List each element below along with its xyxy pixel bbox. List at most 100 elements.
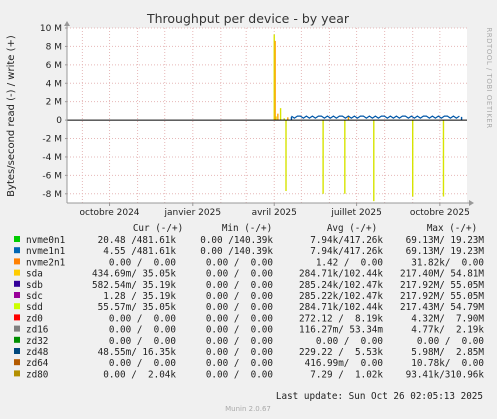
legend-name-nvme0n1: nvme0n1 (26, 235, 65, 246)
chart-title: Throughput per device - by year (146, 11, 350, 26)
legend-name-zd0: zd0 (26, 313, 43, 324)
series-sdb-line (291, 115, 460, 119)
legend-name-zd32: zd32 (26, 336, 48, 347)
y-tick-label: 0 (56, 116, 62, 126)
y-tick-label: -2 M (42, 135, 62, 145)
legend-name-zd64: zd64 (26, 358, 49, 369)
legend-cur-zd64: 0.00 / 0.00 (109, 358, 176, 369)
legend-max-zd48: 5.98M/ 2.85M (411, 347, 484, 358)
legend-max-nvme1n1: 69.13M/ 19.23M (406, 246, 485, 257)
legend-cur-sda: 434.69m/ 35.05k (92, 269, 176, 280)
y-tick-label: 6 M (46, 61, 62, 71)
y-tick-label: 8 M (46, 42, 62, 52)
munin-version: Munin 2.0.67 (225, 405, 271, 413)
legend-name-nvme1n1: nvme1n1 (26, 246, 65, 257)
legend-name-sdd: sdd (26, 302, 43, 313)
legend-avg-zd64: 416.99m/ 0.00 (305, 358, 383, 369)
legend-cur-zd80: 0.00 / 2.04k (103, 369, 176, 380)
legend-max-zd32: 0.00 / 0.00 (417, 336, 484, 347)
legend-avg-zd0: 272.12 / 8.19k (299, 313, 383, 324)
legend-max-nvme0n1: 69.13M/ 19.23M (406, 235, 485, 246)
legend-min-zd0: 0.00 / 0.00 (206, 313, 273, 324)
y-tick-label: 2 M (46, 98, 62, 108)
legend-swatch-zd80 (14, 370, 20, 377)
legend-avg-zd48: 229.22 / 5.53k (299, 347, 383, 358)
legend-avg-sdc: 285.22k/102.47k (299, 291, 383, 302)
legend-swatch-zd48 (14, 348, 20, 354)
legend-max-nvme2n1: 31.82k/ 0.00 (411, 257, 484, 268)
x-axis-arrow-icon (469, 200, 474, 206)
y-tick-label: -8 M (42, 190, 62, 200)
legend-min-sdd: 0.00 / 0.00 (206, 302, 273, 313)
legend-swatch-sdd (14, 303, 20, 310)
legend-min-nvme0n1: 0.00 /140.39k (200, 235, 273, 246)
legend-min-nvme2n1: 0.00 / 0.00 (206, 257, 273, 268)
legend-swatch-nvme2n1 (14, 258, 20, 265)
legend-header-cur: Cur (-/+) (133, 223, 183, 234)
legend-header-avg: Avg (-/+) (327, 223, 377, 234)
legend-swatch-nvme0n1 (14, 236, 20, 242)
legend-max-zd16: 4.77k/ 2.19k (411, 325, 484, 336)
legend-cur-zd32: 0.00 / 0.00 (109, 336, 176, 347)
legend-min-zd32: 0.00 / 0.00 (206, 336, 273, 347)
legend-name-sdc: sdc (26, 291, 43, 302)
legend-min-zd16: 0.00 / 0.00 (206, 325, 273, 336)
legend-avg-sdd: 284.71k/102.44k (299, 302, 383, 313)
y-axis-arrow-icon (64, 21, 70, 26)
legend-max-zd0: 4.32M/ 7.90M (411, 313, 484, 324)
legend-cur-sdb: 582.54m/ 35.19k (92, 280, 176, 291)
legend-max-zd64: 10.78k/ 0.00 (411, 358, 484, 369)
y-tick-label: 10 M (40, 24, 62, 34)
legend-min-sdc: 0.00 / 0.00 (206, 291, 273, 302)
legend-max-sdb: 217.92M/ 55.05M (400, 280, 484, 291)
y-tick-label: -4 M (42, 153, 62, 163)
legend-name-zd16: zd16 (26, 325, 48, 336)
legend-max-zd80: 93.41k/310.96k (406, 369, 485, 380)
legend-swatch-zd16 (14, 325, 20, 332)
legend-avg-zd32: 0.00 / 0.00 (316, 336, 383, 347)
legend-min-zd80: 0.00 / 0.00 (206, 369, 273, 380)
legend-swatch-sdb (14, 280, 20, 287)
legend-name-zd80: zd80 (26, 369, 48, 380)
y-tick-label: -6 M (42, 171, 62, 181)
legend-min-nvme1n1: 0.00 /140.39k (200, 246, 273, 257)
plot-area (67, 28, 467, 203)
legend-cur-nvme1n1: 4.55 /481.61k (103, 246, 176, 257)
legend-swatch-sda (14, 269, 20, 276)
y-tick-label: 4 M (46, 79, 62, 89)
legend-cur-nvme0n1: 20.48 /481.61k (98, 235, 177, 246)
legend-avg-nvme2n1: 1.42 / 0.00 (316, 257, 383, 268)
legend-max-sdd: 217.43M/ 54.79M (400, 302, 484, 313)
legend-avg-zd16: 116.27m/ 53.34m (299, 325, 383, 336)
legend-cur-zd48: 48.55m/ 16.35k (98, 347, 177, 358)
legend-min-sdb: 0.00 / 0.00 (206, 280, 273, 291)
legend-swatch-zd0 (14, 314, 20, 321)
legend-name-nvme2n1: nvme2n1 (26, 257, 65, 268)
x-tick-label: octobre 2024 (80, 208, 140, 218)
x-tick-label: octobre 2025 (410, 208, 470, 218)
legend-min-sda: 0.00 / 0.00 (206, 269, 273, 280)
rrdtool-credit: RRDTOOL / TOBI OETIKER (485, 27, 493, 128)
legend-avg-nvme1n1: 7.94k/417.26k (310, 246, 383, 257)
y-axis-label: Bytes/second read (-) / write (+) (6, 35, 17, 197)
legend-header-max: Max (-/+) (427, 223, 477, 234)
legend-swatch-nvme1n1 (14, 247, 20, 254)
legend-name-sda: sda (26, 269, 43, 280)
legend-name-zd48: zd48 (26, 347, 48, 358)
legend-avg-sda: 284.71k/102.44k (299, 269, 383, 280)
legend-swatch-zd32 (14, 336, 20, 343)
legend-cur-sdd: 55.57m/ 35.05k (98, 302, 177, 313)
legend-header-min: Min (-/+) (222, 223, 272, 234)
legend-name-sdb: sdb (26, 280, 43, 291)
legend-max-sda: 217.40M/ 54.81M (400, 269, 484, 280)
legend-cur-sdc: 1.28 / 35.19k (103, 291, 176, 302)
x-tick-label: avril 2025 (252, 208, 297, 218)
legend-cur-nvme2n1: 0.00 / 0.00 (109, 257, 176, 268)
legend-avg-sdb: 285.24k/102.47k (299, 280, 383, 291)
x-tick-label: janvier 2025 (164, 208, 222, 218)
legend-avg-nvme0n1: 7.94k/417.26k (310, 235, 383, 246)
legend-min-zd48: 0.00 / 0.00 (206, 347, 273, 358)
legend-avg-zd80: 7.29 / 1.02k (310, 369, 383, 380)
legend-max-sdc: 217.92M/ 55.05M (400, 291, 484, 302)
